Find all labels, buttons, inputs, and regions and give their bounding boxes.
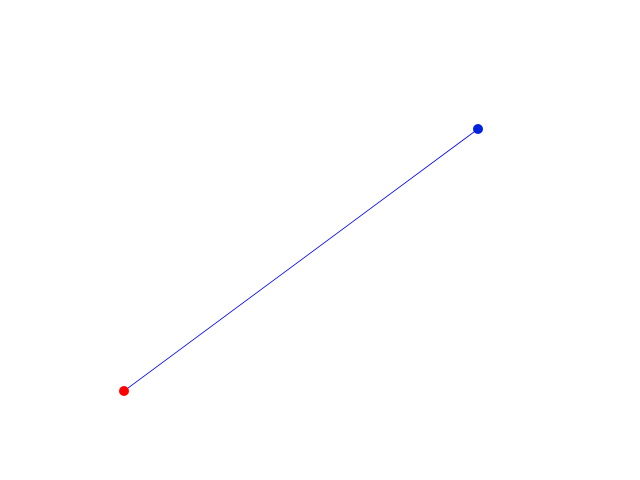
end-point [473,124,483,134]
connector-line [123,128,479,392]
start-point [119,386,129,396]
